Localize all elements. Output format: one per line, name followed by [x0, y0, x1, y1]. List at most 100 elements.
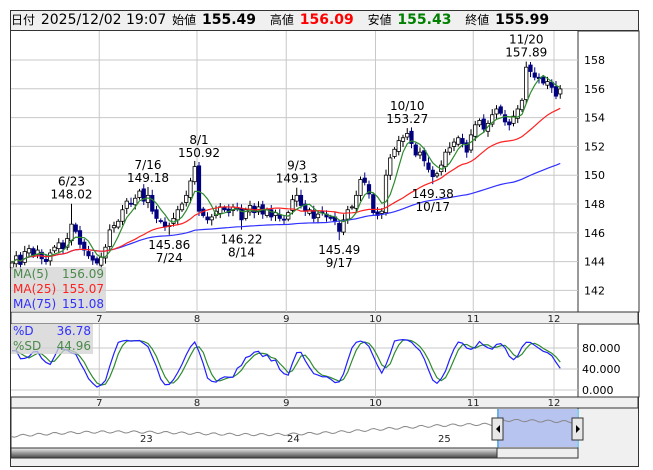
month-label: 12 — [548, 398, 561, 409]
close-value: 155.99 — [495, 12, 550, 28]
candle — [26, 248, 32, 254]
candle — [528, 64, 533, 72]
open-value: 155.49 — [202, 12, 257, 28]
candle — [120, 209, 125, 222]
annotation-date: 10/17 — [415, 200, 450, 214]
month-label: 7 — [96, 314, 102, 325]
candle — [498, 106, 503, 114]
candle — [434, 173, 440, 177]
navigator-history-line — [10, 418, 573, 438]
candle — [443, 151, 448, 167]
candle — [150, 194, 155, 212]
ma5-value: 156.09 — [62, 267, 104, 281]
candle — [243, 209, 248, 219]
stoch-sd-value: 44.96 — [56, 339, 91, 353]
navigator-left-handle[interactable] — [491, 409, 504, 448]
low-label: 安値 — [367, 13, 392, 27]
candle — [133, 197, 138, 206]
candle — [507, 121, 512, 126]
candle — [239, 207, 244, 221]
low-value: 155.43 — [397, 12, 452, 28]
candle — [358, 179, 363, 196]
date-axis-bottom — [10, 396, 639, 409]
candle — [379, 210, 384, 214]
candle — [477, 120, 482, 126]
candle — [464, 142, 469, 153]
ma5-label: MA(5) — [13, 267, 49, 281]
ma75-value: 151.08 — [62, 297, 104, 311]
candle — [192, 166, 197, 183]
candle — [515, 108, 520, 119]
ma75-label: MA(75) — [13, 297, 57, 311]
stoch-sd-label: %SD — [13, 339, 42, 353]
annotation-value: 149.18 — [127, 171, 169, 185]
candle — [383, 174, 389, 214]
ma5-line — [11, 74, 561, 264]
candle — [82, 241, 87, 251]
ma25-line — [11, 107, 561, 264]
annotation-value: 145.86 — [148, 238, 190, 252]
ma-legend: MA(5) 156.09 MA(25) 155.07 MA(75) 151.08 — [11, 267, 106, 312]
annotation-date: 9/3 — [287, 159, 306, 173]
candle — [349, 206, 355, 209]
price-tick-label: 158 — [584, 54, 605, 67]
close-label: 終値 — [465, 13, 490, 27]
candle — [524, 66, 529, 100]
oscillator-tick-label: 40.000 — [582, 363, 621, 376]
candle — [179, 203, 185, 211]
candle — [69, 223, 74, 242]
candle — [502, 114, 508, 123]
navigator-right-handle[interactable] — [571, 409, 584, 448]
annotation-value: 153.27 — [386, 112, 428, 126]
annotation-value: 149.38 — [412, 187, 454, 201]
candle — [137, 190, 142, 198]
open-label: 始値 — [172, 13, 197, 27]
candle — [447, 147, 452, 153]
candle — [73, 224, 78, 232]
oscillator-plot-area — [11, 324, 578, 397]
scrollbar-thumb[interactable] — [496, 447, 579, 459]
candle — [188, 180, 193, 198]
annotation-date: 10/10 — [390, 99, 425, 113]
candle — [175, 209, 180, 221]
candle — [388, 157, 393, 176]
candle — [222, 207, 227, 211]
candle — [430, 169, 435, 178]
arrow-left-icon — [496, 425, 500, 433]
oscillator-axis — [577, 323, 640, 398]
stoch-sd-line — [11, 339, 561, 386]
month-label: 9 — [283, 398, 289, 409]
candle — [532, 72, 537, 78]
annotation-date: 7/16 — [135, 158, 162, 172]
month-label: 7 — [96, 398, 102, 409]
candle — [277, 214, 282, 219]
candle — [337, 223, 342, 232]
candle — [90, 255, 95, 261]
candle — [315, 213, 321, 219]
stoch-d-value: 36.78 — [56, 324, 91, 338]
candle — [154, 209, 159, 219]
candle — [205, 216, 210, 221]
high-value: 156.09 — [299, 12, 354, 28]
price-tick-label: 142 — [584, 284, 605, 297]
candle — [294, 194, 299, 202]
candle — [22, 251, 27, 263]
stochastic-legend: %D 36.78 %SD 44.96 — [11, 324, 93, 354]
candle — [311, 210, 316, 219]
date-axis-top — [10, 311, 639, 325]
oscillator-tick-label: 80.000 — [582, 342, 621, 355]
navigator-selection — [497, 409, 577, 447]
candle — [111, 225, 117, 229]
annotation-value: 150.92 — [178, 146, 220, 160]
scrollbar-track[interactable] — [10, 447, 498, 459]
candle — [328, 216, 333, 219]
price-tick-label: 154 — [584, 112, 605, 125]
annotation-date: 11/20 — [509, 33, 544, 47]
candle — [116, 220, 121, 228]
candle — [141, 188, 146, 202]
month-label: 11 — [467, 314, 480, 325]
candle — [490, 114, 495, 125]
candle — [209, 216, 214, 221]
candle — [405, 133, 410, 138]
